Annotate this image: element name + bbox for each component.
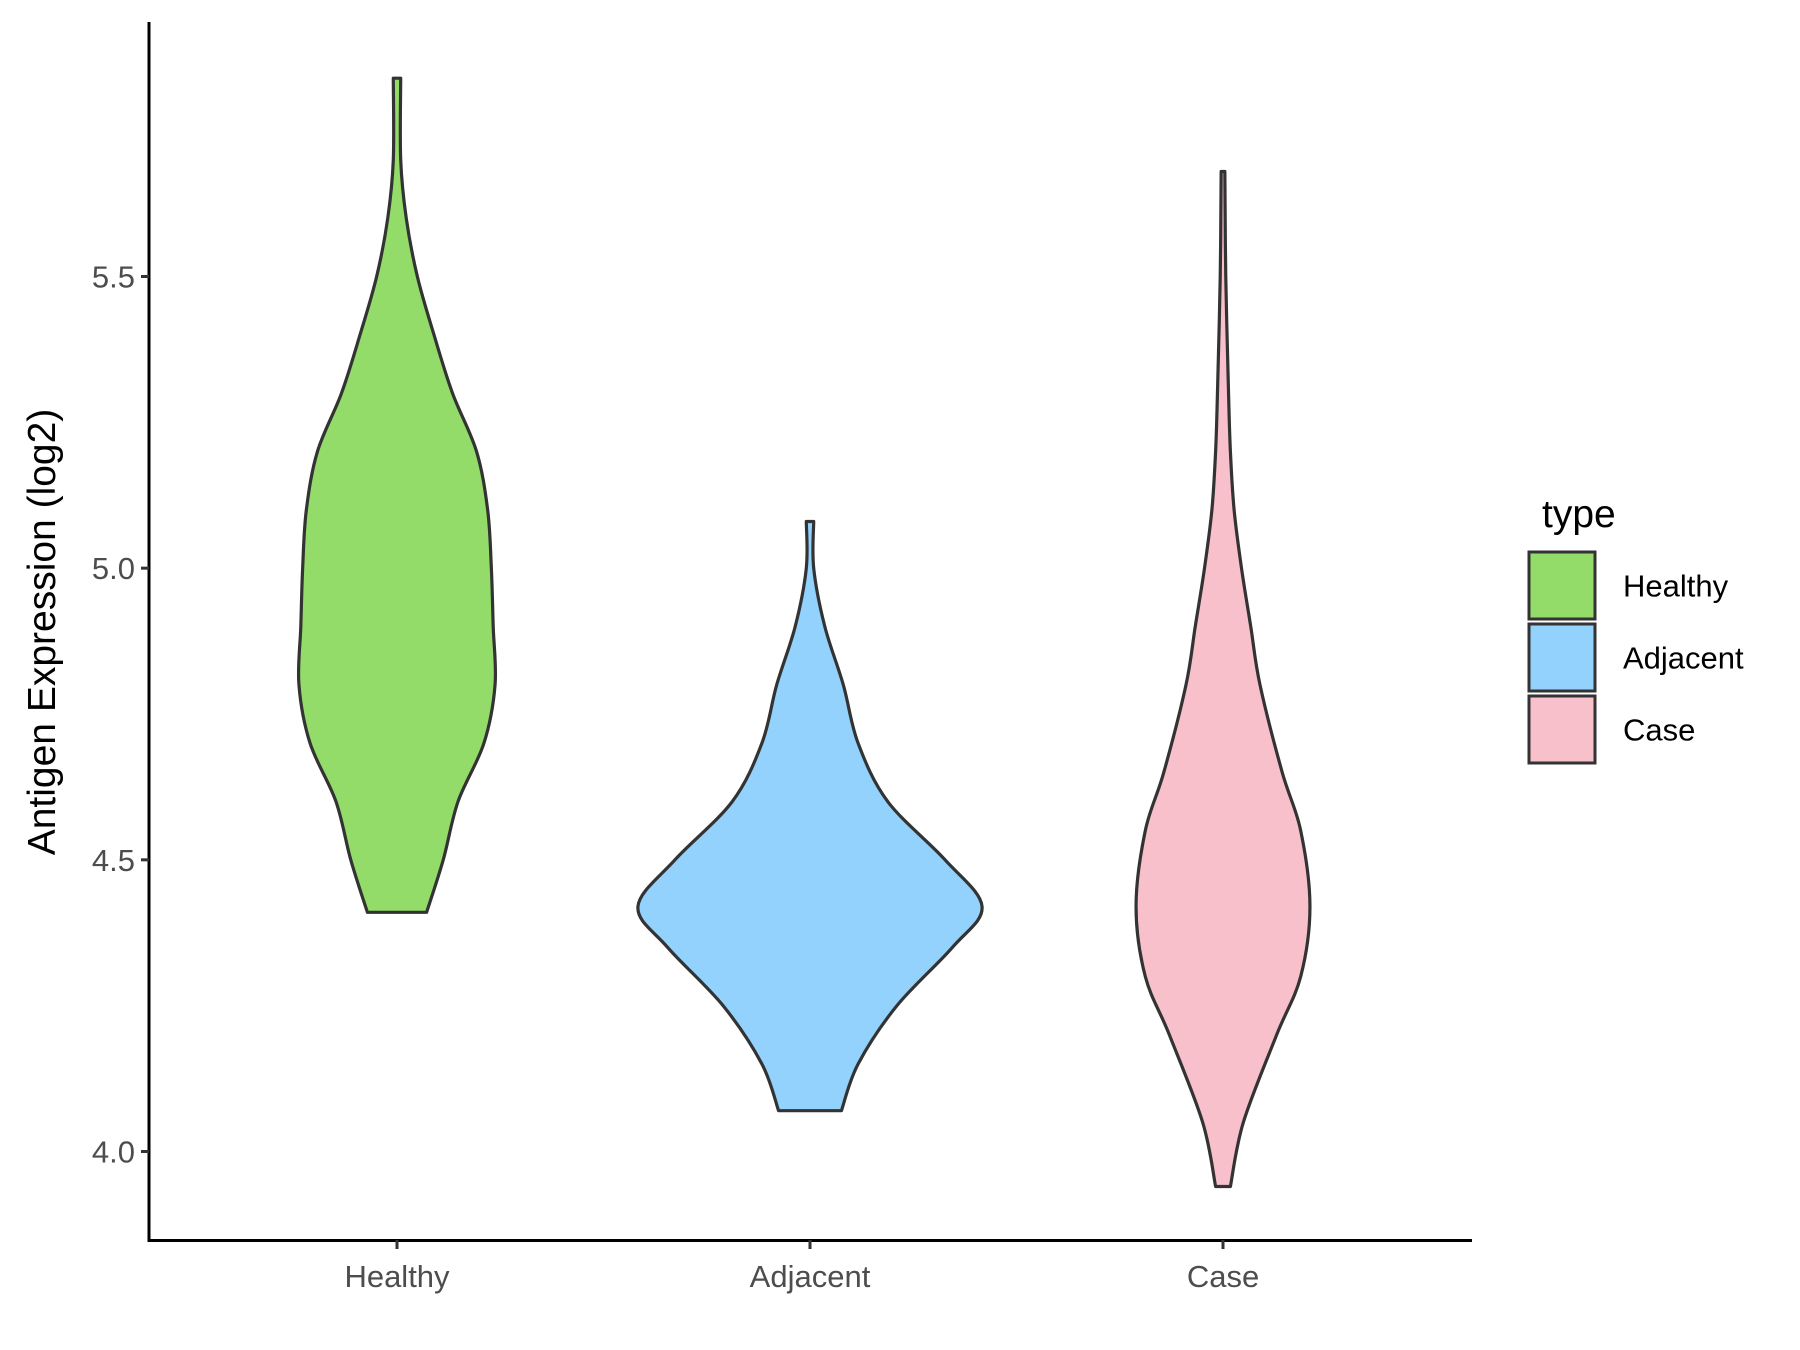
y-tick-label: 5.5: [92, 260, 135, 295]
x-tick-label: Adjacent: [750, 1259, 871, 1294]
x-tick-label: Healthy: [344, 1259, 450, 1294]
y-axis-title: Antigen Expression (log2): [21, 409, 64, 856]
legend: type Healthy Adjacent Case: [1527, 493, 1744, 765]
violin-healthy: [296, 76, 498, 914]
y-tick-label: 4.5: [92, 843, 135, 878]
violin-case: [1134, 169, 1312, 1189]
legend-label-case: Case: [1623, 713, 1695, 748]
legend-key-case: [1527, 694, 1597, 765]
x-ticks: Healthy Adjacent Case: [344, 1240, 1259, 1294]
legend-title: type: [1542, 493, 1616, 536]
legend-key-healthy: [1527, 550, 1597, 621]
violin-adjacent: [636, 519, 984, 1113]
legend-label-adjacent: Adjacent: [1623, 641, 1744, 676]
y-tick-label: 4.0: [92, 1135, 135, 1170]
y-ticks: 4.0 4.5 5.0 5.5: [92, 260, 149, 1170]
legend-items: Healthy Adjacent Case: [1527, 550, 1744, 765]
y-tick-label: 5.0: [92, 551, 135, 586]
legend-key-adjacent: [1527, 622, 1597, 693]
violin-layer: [296, 76, 1312, 1189]
x-tick-label: Case: [1187, 1259, 1259, 1294]
legend-label-healthy: Healthy: [1623, 569, 1729, 604]
